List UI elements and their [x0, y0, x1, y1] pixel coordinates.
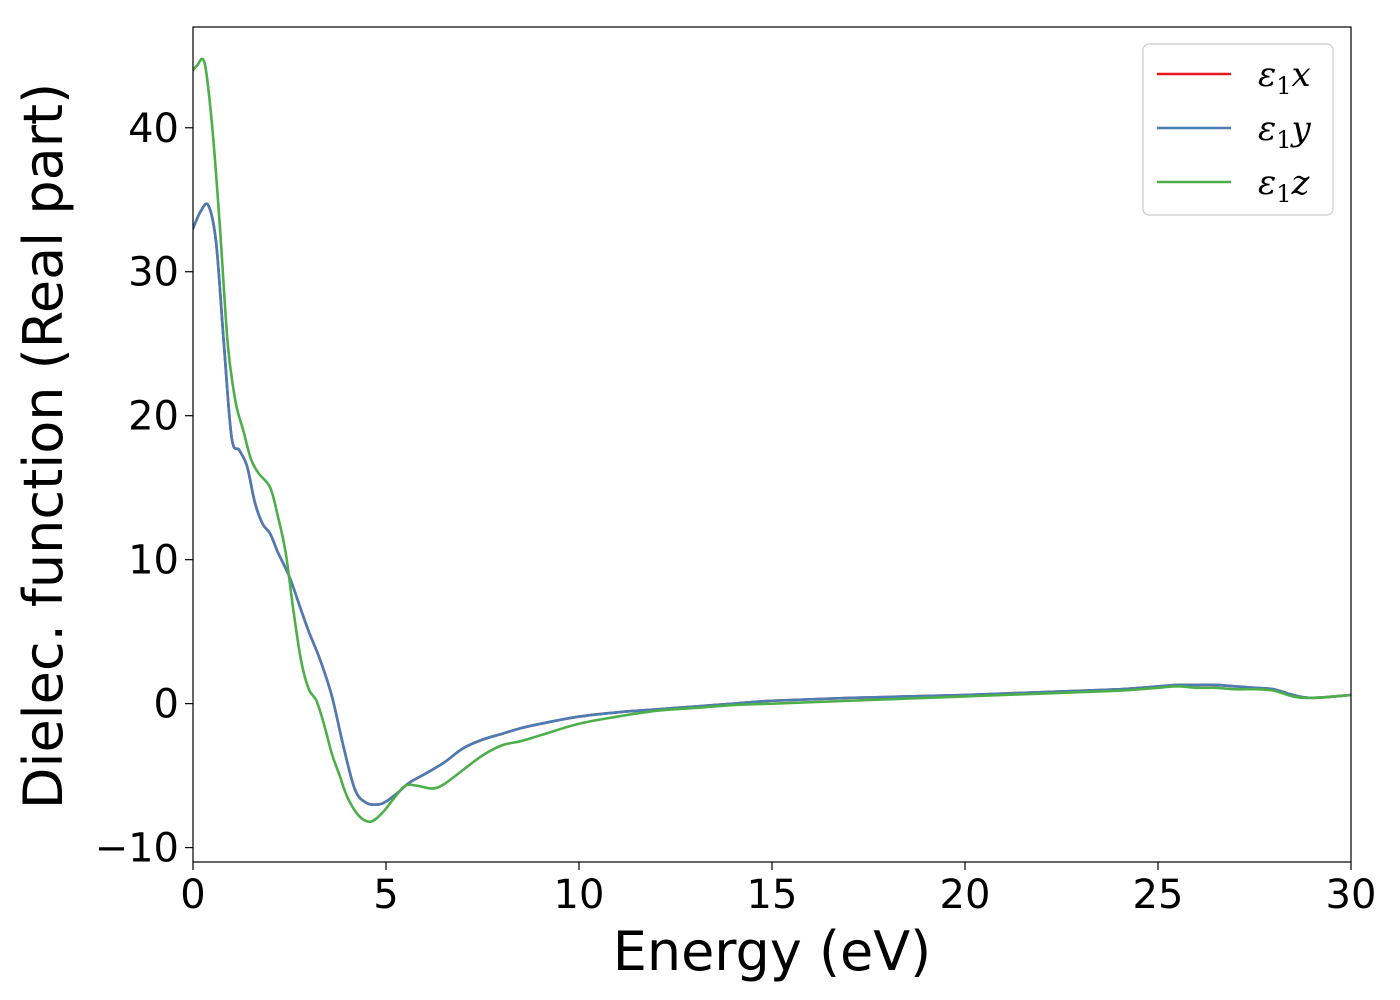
legend-variable: y — [1290, 109, 1312, 149]
x-tick-label: 15 — [747, 872, 798, 918]
y-tick-label: 30 — [128, 250, 179, 296]
legend-symbol: ε — [1258, 163, 1276, 203]
legend-variable: x — [1292, 55, 1311, 95]
legend-variable: z — [1291, 163, 1311, 203]
series-line-x — [193, 204, 1351, 805]
y-tick-label: 40 — [128, 106, 179, 152]
legend-subscript: 1 — [1276, 126, 1291, 154]
y-tick-label: −10 — [95, 826, 179, 872]
x-tick-label: 20 — [940, 872, 991, 918]
legend-symbol: ε — [1258, 55, 1276, 95]
x-tick-label: 30 — [1326, 872, 1377, 918]
x-tick-label: 10 — [554, 872, 605, 918]
y-axis: −10 0 10 20 30 40 — [95, 106, 193, 872]
y-tick-label: 0 — [154, 682, 179, 728]
legend-symbol: ε — [1258, 109, 1276, 149]
y-tick-label: 10 — [128, 538, 179, 584]
x-tick-label: 25 — [1133, 872, 1184, 918]
x-axis-title: Energy (eV) — [613, 920, 932, 983]
y-tick-label: 20 — [128, 394, 179, 440]
series-line-y — [193, 204, 1351, 805]
y-axis-title: Dielec. function (Real part) — [12, 83, 75, 809]
legend-subscript: 1 — [1276, 180, 1291, 208]
x-tick-label: 5 — [373, 872, 398, 918]
legend-subscript: 1 — [1276, 72, 1291, 100]
x-axis: 0 5 10 15 20 25 30 — [180, 862, 1376, 918]
x-tick-label: 0 — [180, 872, 205, 918]
